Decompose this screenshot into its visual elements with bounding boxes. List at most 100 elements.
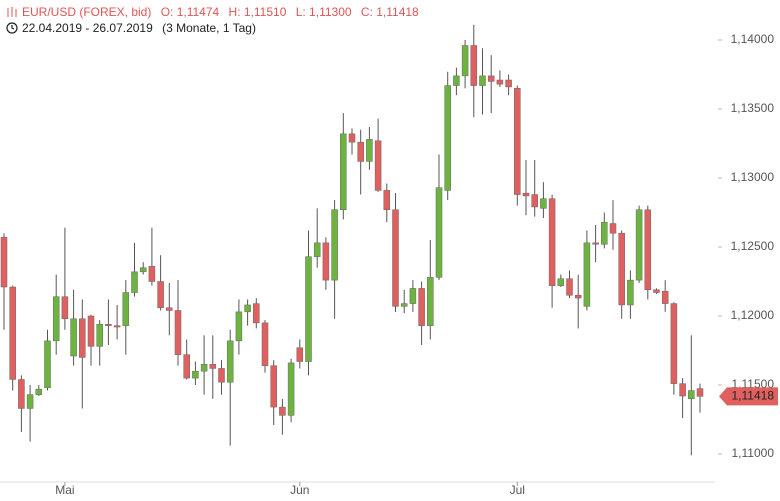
candle-body: [618, 232, 625, 306]
candle-body: [105, 324, 112, 326]
candle-body: [70, 318, 77, 357]
header-line: EUR/USD (FOREX, bid) O: 1,11474 H: 1,115…: [22, 5, 425, 19]
candle-body: [296, 347, 304, 362]
candle-body: [679, 383, 686, 397]
candle-body: [661, 290, 669, 304]
candle-body: [113, 325, 121, 328]
candle-body: [131, 271, 138, 293]
candle-body: [548, 198, 556, 286]
candle-body: [253, 303, 260, 324]
candle-body: [79, 318, 86, 358]
ohlc-label: L: 1,11300: [295, 5, 352, 19]
ohlc-label: H: 1,11510: [228, 5, 287, 19]
candle-body: [270, 365, 277, 408]
candle-body: [87, 315, 95, 347]
candle-body: [218, 368, 225, 383]
candle-body: [644, 209, 652, 291]
candle-body: [0, 237, 8, 288]
candle-body: [305, 256, 312, 362]
y-tick-label: 1,13000: [731, 170, 775, 184]
header-line: 22.04.2019 - 26.07.2019 (3 Monate, 1 Tag…: [22, 21, 262, 35]
candle-body: [200, 364, 208, 372]
x-tick-label: Mai: [55, 483, 74, 497]
candle-body: [322, 242, 330, 281]
candle-body: [635, 209, 643, 281]
candle-body: [313, 242, 321, 257]
candle-body: [409, 288, 417, 304]
candle-body: [566, 278, 573, 296]
candle-body: [427, 277, 434, 326]
candle-body: [470, 45, 478, 86]
candle-body: [9, 286, 16, 380]
period: (3 Monate, 1 Tag): [162, 21, 256, 35]
date-range: 22.04.2019 - 26.07.2019: [22, 21, 153, 35]
candle-body: [192, 370, 199, 379]
candle-body: [166, 307, 173, 311]
candle-body: [418, 288, 425, 326]
candle-body: [183, 354, 190, 379]
x-tick-label: Jun: [290, 483, 309, 497]
candle-body: [235, 311, 243, 342]
candle-body: [392, 209, 399, 307]
candle-body: [122, 292, 130, 326]
candle-body: [209, 364, 217, 369]
candle-body: [627, 279, 634, 306]
candle-body: [331, 209, 338, 281]
candle-body: [287, 362, 295, 416]
candle-body: [261, 322, 269, 366]
candle-body: [574, 295, 582, 299]
candle-body: [670, 303, 678, 384]
candle-body: [688, 390, 695, 400]
candle-body: [601, 221, 608, 245]
chart-title: EUR/USD (FOREX, bid): [22, 5, 152, 19]
ohlc-label: O: 1,11474: [160, 5, 220, 19]
candle-body: [157, 281, 164, 308]
candle-body: [383, 190, 391, 210]
candle-body: [366, 139, 373, 162]
candle-body: [357, 141, 364, 162]
candle-body: [44, 340, 51, 389]
candle-icon: [7, 7, 17, 17]
candle-body: [400, 303, 408, 307]
candle-body: [505, 79, 512, 88]
candle-body: [557, 278, 565, 286]
y-tick-label: 1,12000: [731, 308, 775, 322]
candle-body: [522, 192, 530, 197]
last-price-label: 1,11418: [732, 388, 775, 402]
candle-body: [52, 296, 60, 342]
candle-body: [96, 324, 103, 347]
y-tick-label: 1,14000: [731, 32, 775, 46]
candle-body: [531, 194, 538, 208]
candle-body: [479, 75, 486, 86]
candle-body: [340, 133, 347, 210]
candle-body: [540, 198, 547, 209]
last-price-tag: [719, 387, 778, 406]
candle-body: [435, 187, 443, 278]
candle-body: [453, 75, 460, 86]
y-tick-label: 1,12500: [731, 239, 775, 253]
ohlc-label: C: 1,11418: [360, 5, 419, 19]
candle-body: [592, 242, 599, 245]
candle-body: [35, 388, 43, 395]
candle-body: [348, 133, 356, 143]
candle-body: [226, 340, 234, 383]
y-tick-label: 1,13500: [731, 101, 775, 115]
candle-body: [279, 406, 286, 416]
candle-body: [444, 85, 451, 191]
candle-body: [514, 88, 521, 195]
candle-body: [609, 223, 617, 234]
candle-body: [139, 267, 147, 273]
candle-body: [653, 289, 660, 293]
x-tick-label: Jul: [510, 483, 525, 497]
candle-body: [374, 140, 382, 191]
candle-body: [487, 75, 495, 82]
candle-body: [18, 379, 25, 409]
candle-body: [583, 242, 591, 307]
candle-body: [696, 388, 704, 397]
candle-body: [61, 296, 69, 320]
y-tick-label: 1,11000: [732, 446, 775, 460]
candle-body: [148, 266, 156, 282]
candle-body: [26, 394, 34, 409]
